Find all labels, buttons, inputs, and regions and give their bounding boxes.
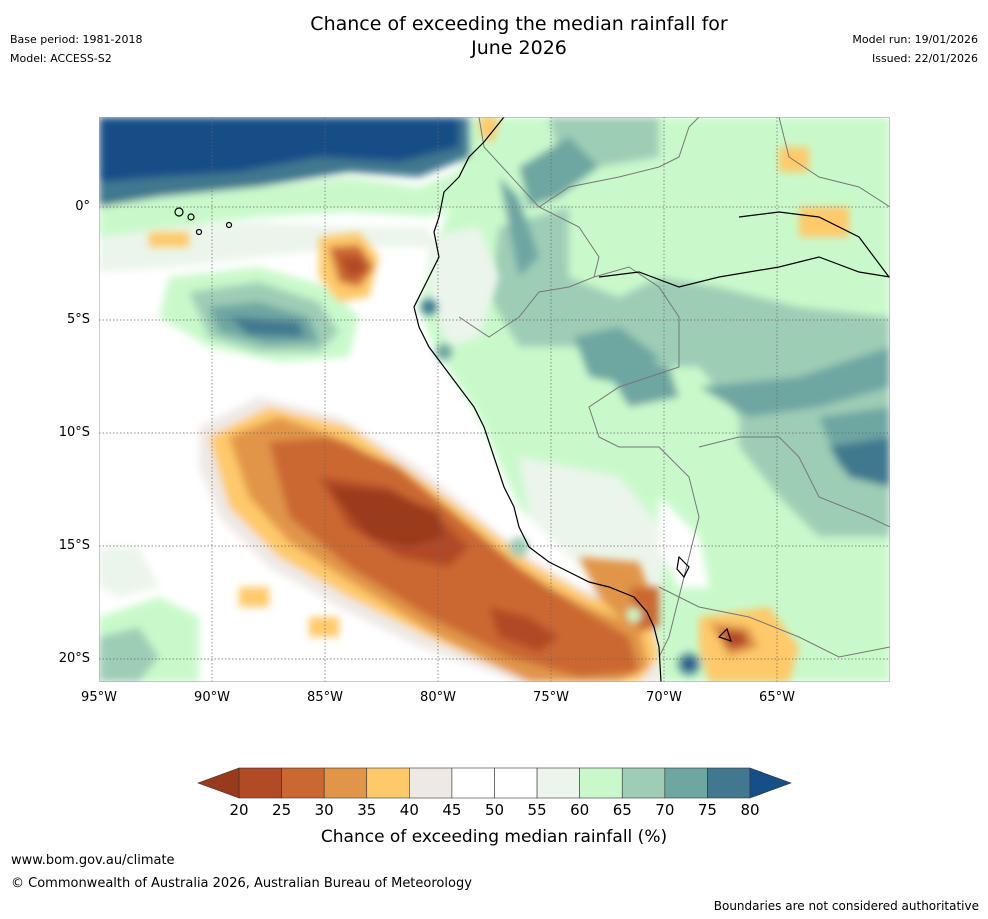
map-title-line2: June 2026 bbox=[471, 37, 567, 59]
colorbar-segment bbox=[281, 767, 325, 799]
colorbar-title: Chance of exceeding median rainfall (%) bbox=[320, 827, 668, 847]
colorbar-tick-label: 80 bbox=[740, 801, 760, 819]
footer-disclaimer: Boundaries are not considered authoritat… bbox=[713, 899, 979, 913]
lon-label-85w: 85°W bbox=[307, 690, 343, 705]
lon-label-90w: 90°W bbox=[194, 690, 230, 705]
footer-copyright: © Commonwealth of Australia 2026, Austra… bbox=[11, 876, 472, 891]
graticule bbox=[99, 117, 890, 682]
colorbar-segment bbox=[238, 767, 282, 799]
colorbar-tick-label: 70 bbox=[655, 801, 675, 819]
lon-label-70w: 70°W bbox=[646, 690, 682, 705]
colorbar-high-arrow bbox=[749, 767, 792, 799]
colorbar-low-arrow bbox=[197, 767, 240, 799]
colorbar-segment bbox=[664, 767, 708, 799]
lat-label-0: 0° bbox=[75, 199, 90, 214]
colorbar-tick-label: 55 bbox=[527, 801, 547, 819]
lon-label-95w: 95°W bbox=[81, 690, 117, 705]
colorbar-tick-label: 30 bbox=[314, 801, 334, 819]
colorbar-tick-label: 65 bbox=[612, 801, 632, 819]
coastline bbox=[174, 117, 890, 682]
colorbar-segment bbox=[494, 767, 538, 799]
model-text: Model: ACCESS-S2 bbox=[10, 52, 112, 65]
colorbar-tick-label: 75 bbox=[697, 801, 717, 819]
lon-label-75w: 75°W bbox=[533, 690, 569, 705]
lat-label-5s: 5°S bbox=[66, 312, 90, 327]
lon-label-65w: 65°W bbox=[759, 690, 795, 705]
colorbar-tick-label: 35 bbox=[357, 801, 377, 819]
colorbar-segments bbox=[238, 767, 751, 799]
colorbar-segment bbox=[579, 767, 623, 799]
rainfall-map bbox=[99, 117, 890, 682]
colorbar-tick-label: 60 bbox=[570, 801, 590, 819]
colorbar bbox=[197, 767, 792, 799]
colorbar-segment bbox=[451, 767, 495, 799]
colorbar-segment bbox=[323, 767, 368, 799]
meta-left: Base period: 1981-2018 Model: ACCESS-S2 bbox=[10, 30, 142, 68]
colorbar-tick-label: 45 bbox=[442, 801, 462, 819]
footer-url: www.bom.gov.au/climate bbox=[11, 853, 175, 868]
colorbar-segment bbox=[707, 767, 751, 799]
colorbar-tick-label: 40 bbox=[399, 801, 419, 819]
colorbar-tick-label: 20 bbox=[229, 801, 249, 819]
colorbar-tick-label: 50 bbox=[484, 801, 505, 819]
colorbar-segment bbox=[536, 767, 580, 799]
map-title-line1: Chance of exceeding the median rainfall … bbox=[310, 13, 728, 35]
meta-right: Model run: 19/01/2026 Issued: 22/01/2026 bbox=[852, 30, 978, 68]
lat-label-20s: 20°S bbox=[58, 651, 90, 666]
model-run-text: Model run: 19/01/2026 bbox=[852, 33, 978, 46]
country-borders bbox=[458, 117, 890, 658]
lat-label-10s: 10°S bbox=[58, 425, 90, 440]
probability-field bbox=[99, 117, 890, 682]
lat-label-15s: 15°S bbox=[58, 538, 90, 553]
issued-text: Issued: 22/01/2026 bbox=[871, 52, 978, 65]
map-title: Chance of exceeding the median rainfall … bbox=[0, 12, 988, 60]
colorbar-tick-label: 25 bbox=[272, 801, 292, 819]
base-period-text: Base period: 1981-2018 bbox=[10, 33, 143, 46]
colorbar-segment bbox=[366, 767, 410, 799]
lon-label-80w: 80°W bbox=[420, 690, 456, 705]
colorbar-segment bbox=[409, 767, 453, 799]
colorbar-segment bbox=[621, 767, 666, 799]
